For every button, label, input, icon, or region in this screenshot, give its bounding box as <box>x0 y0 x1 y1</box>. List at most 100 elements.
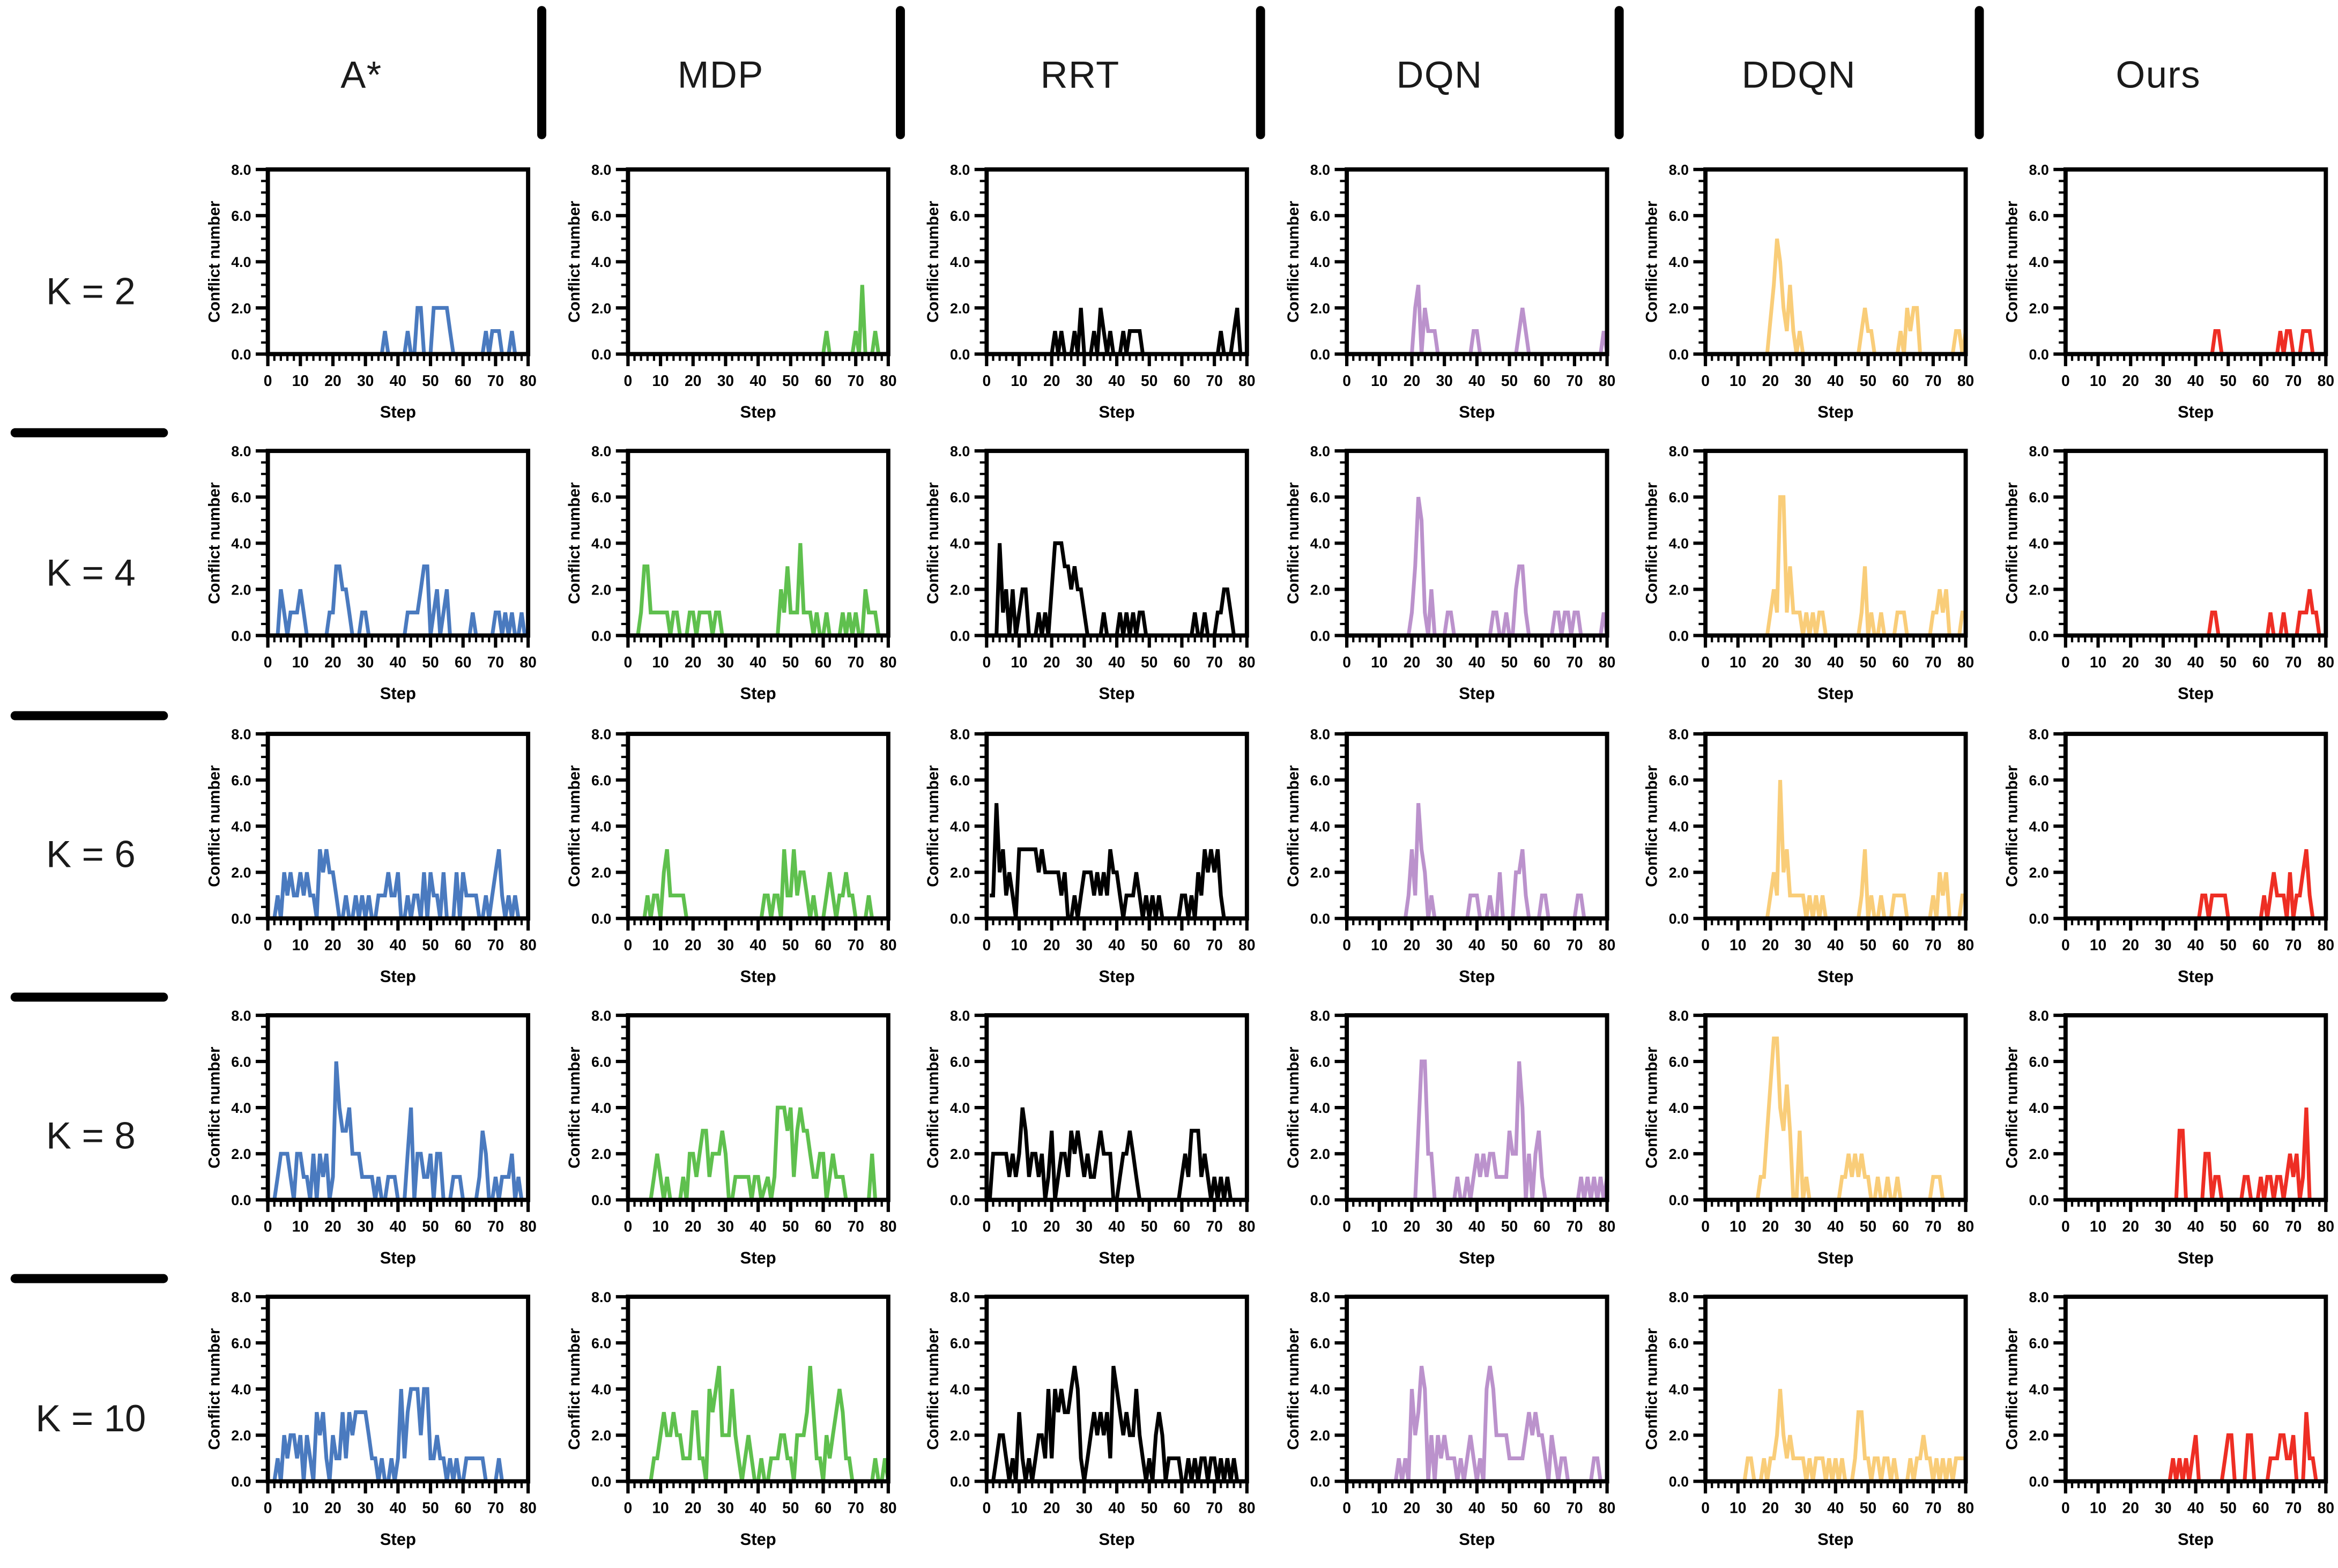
y-axis-label: Conflict number <box>205 200 223 323</box>
x-tick-label: 20 <box>1762 1217 1779 1235</box>
x-axis-label: Step <box>1817 966 1853 985</box>
x-axis-label: Step <box>1099 966 1134 985</box>
series-line <box>271 306 529 356</box>
x-tick-label: 70 <box>2284 935 2301 953</box>
x-tick-label: 40 <box>1108 653 1125 671</box>
x-tick-label: 30 <box>357 1499 374 1517</box>
chart-cell: 0.0 2.0 4.0 6.0 8.0 0 10 20 30 40 50 60 70 80 Conflict… <box>900 997 1259 1279</box>
x-tick-label: 40 <box>2186 935 2203 953</box>
chart-K=8-dqn: 0.0 2.0 4.0 6.0 8.0 0 10 20 30 40 50 60 70 80 Conflict… <box>1283 1007 1615 1267</box>
x-tick-label: 10 <box>2089 935 2105 953</box>
row-label-k8: K = 8 <box>46 1116 136 1158</box>
y-axis-label: Conflict number <box>1283 482 1301 605</box>
x-tick-label: 20 <box>1762 653 1779 671</box>
x-tick-label: 30 <box>1435 372 1452 389</box>
y-tick-label: 2.0 <box>231 1146 251 1162</box>
plot-frame <box>625 1295 890 1484</box>
x-tick-label: 50 <box>782 935 798 953</box>
series-line <box>1349 1059 1608 1202</box>
x-tick-label: 40 <box>2186 1499 2203 1517</box>
x-tick-label: 60 <box>455 935 471 953</box>
x-tick-label: 60 <box>1174 653 1190 671</box>
series-line <box>1708 779 1966 920</box>
y-tick-label: 0.0 <box>1669 1192 1689 1208</box>
chart-cell: 0.0 2.0 4.0 6.0 8.0 0 10 20 30 40 50 60 70 80 Conflict… <box>1260 151 1619 433</box>
y-axis-label: Conflict number <box>1283 764 1301 887</box>
y-tick-label: 2.0 <box>2028 300 2048 316</box>
x-tick-label: 40 <box>749 1499 766 1517</box>
x-tick-label: 50 <box>1141 1499 1157 1517</box>
y-axis-label: Conflict number <box>924 200 942 323</box>
x-tick-label: 50 <box>422 653 439 671</box>
x-tick-label: 40 <box>1827 1217 1844 1235</box>
x-tick-label: 60 <box>1174 935 1190 953</box>
plot-frame <box>265 449 531 638</box>
x-tick-label: 40 <box>2186 1217 2203 1235</box>
plot-frame <box>1703 1013 1968 1202</box>
x-tick-label: 30 <box>1435 653 1452 671</box>
y-tick-label: 2.0 <box>2028 1428 2048 1444</box>
x-tick-label: 50 <box>2219 372 2236 389</box>
x-tick-label: 80 <box>2317 653 2333 671</box>
x-tick-label: 60 <box>2252 935 2268 953</box>
y-tick-label: 0.0 <box>591 1192 611 1208</box>
y-tick-label: 0.0 <box>591 910 611 926</box>
x-tick-label: 40 <box>1108 935 1125 953</box>
series-line <box>630 285 888 356</box>
x-tick-label: 70 <box>1565 1499 1582 1517</box>
x-tick-label: 80 <box>879 935 896 953</box>
x-tick-label: 40 <box>1468 1217 1485 1235</box>
x-tick-label: 0 <box>264 372 272 389</box>
chart-K=10-ddqn: 0.0 2.0 4.0 6.0 8.0 0 10 20 30 40 50 60 70 80 Conflict… <box>1643 1289 1975 1549</box>
y-tick-label: 8.0 <box>2028 1289 2048 1305</box>
y-tick-label: 4.0 <box>231 1099 251 1116</box>
series-line <box>2068 329 2325 356</box>
x-tick-label: 10 <box>651 1217 668 1235</box>
x-tick-label: 20 <box>2121 372 2138 389</box>
y-tick-label: 2.0 <box>1309 1428 1329 1444</box>
y-tick-label: 4.0 <box>1309 254 1329 270</box>
chart-cell: 0.0 2.0 4.0 6.0 8.0 0 10 20 30 40 50 60 70 80 Conflict… <box>900 433 1259 715</box>
header-divider-bar <box>1255 6 1265 139</box>
row-label-k10: K = 10 <box>35 1398 146 1440</box>
plot-frame <box>625 1013 890 1202</box>
x-tick-label: 40 <box>1108 1499 1125 1517</box>
y-tick-label: 2.0 <box>1669 300 1689 316</box>
x-axis-label: Step <box>739 1248 775 1267</box>
x-tick-label: 60 <box>1174 372 1190 389</box>
x-tick-label: 30 <box>357 935 374 953</box>
x-tick-label: 50 <box>1860 935 1876 953</box>
x-tick-label: 0 <box>2061 653 2069 671</box>
chart-K=4-dqn: 0.0 2.0 4.0 6.0 8.0 0 10 20 30 40 50 60 70 80 Conflict… <box>1283 444 1615 703</box>
x-tick-label: 70 <box>487 1499 504 1517</box>
y-tick-label: 4.0 <box>231 254 251 270</box>
x-tick-label: 80 <box>2317 372 2333 389</box>
y-tick-label: 4.0 <box>1309 1381 1329 1398</box>
y-tick-label: 2.0 <box>231 582 251 598</box>
x-tick-label: 70 <box>487 1217 504 1235</box>
x-tick-label: 60 <box>2252 653 2268 671</box>
y-tick-label: 2.0 <box>591 300 611 316</box>
plot-frame <box>1703 731 1968 920</box>
series-line <box>1708 1388 1966 1483</box>
chart-K=6-ddqn: 0.0 2.0 4.0 6.0 8.0 0 10 20 30 40 50 60 70 80 Conflict… <box>1643 725 1975 985</box>
x-tick-label: 20 <box>2121 1217 2138 1235</box>
x-axis-label: Step <box>1817 685 1853 703</box>
plot-frame <box>984 167 1249 356</box>
x-tick-label: 70 <box>1925 653 1941 671</box>
header-divider-bar <box>536 6 546 139</box>
x-tick-label: 20 <box>684 935 701 953</box>
x-tick-label: 30 <box>2154 1217 2171 1235</box>
y-tick-label: 6.0 <box>1309 490 1329 506</box>
x-tick-label: 60 <box>1533 653 1549 671</box>
y-tick-label: 6.0 <box>231 490 251 506</box>
chart-K=2-a: 0.0 2.0 4.0 6.0 8.0 0 10 20 30 40 50 60 70 80 Conflict… <box>205 162 537 421</box>
y-axis-label: Conflict number <box>1643 1328 1661 1450</box>
x-tick-label: 40 <box>749 935 766 953</box>
x-axis-label: Step <box>1458 966 1494 985</box>
y-tick-label: 6.0 <box>1309 1053 1329 1069</box>
x-axis-label: Step <box>380 685 416 703</box>
x-tick-label: 10 <box>1370 1499 1387 1517</box>
